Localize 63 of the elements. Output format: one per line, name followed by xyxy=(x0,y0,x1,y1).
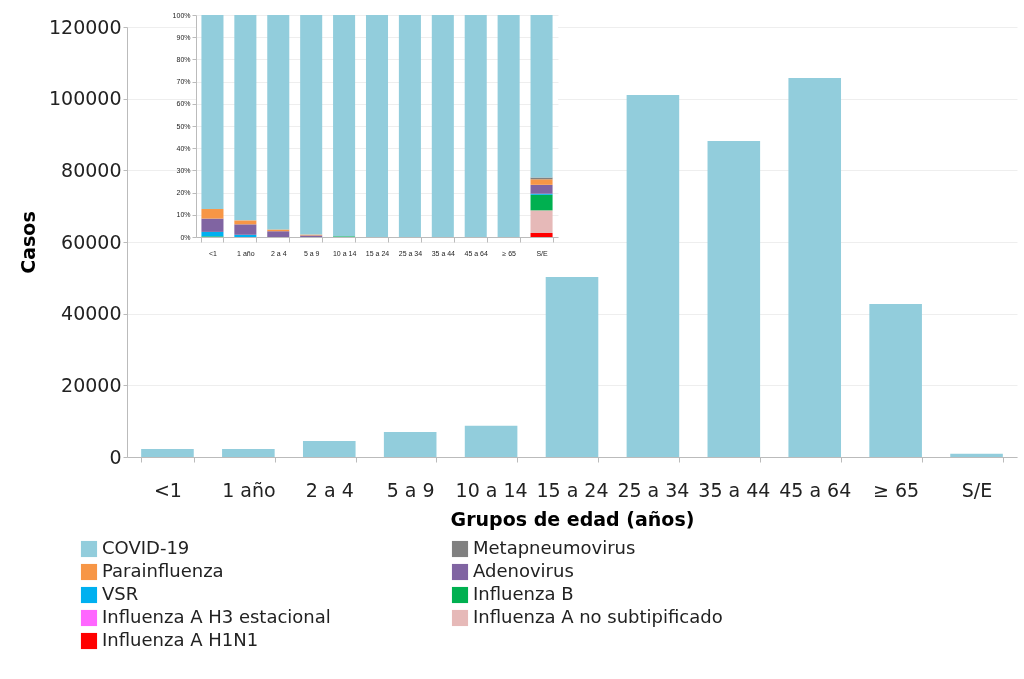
x-tick-label: 1 año xyxy=(222,478,276,501)
x-tick-label: 45 a 64 xyxy=(779,478,852,501)
x-tick-label: 35 a 44 xyxy=(698,478,771,501)
bar xyxy=(869,303,922,457)
bar xyxy=(201,231,224,237)
x-tick-label: S/E xyxy=(961,478,993,501)
bar xyxy=(545,277,599,457)
bar xyxy=(398,15,421,237)
y-tick-label: 60000 xyxy=(61,230,122,253)
bar xyxy=(464,15,487,237)
bar xyxy=(707,140,761,457)
bar xyxy=(141,449,194,457)
bar xyxy=(626,95,680,457)
y-tick-label: 20000 xyxy=(61,373,122,396)
legend-label: Influenza A H1N1 xyxy=(102,629,259,650)
legend-label: VSR xyxy=(102,583,139,604)
legend-label: Influenza B xyxy=(473,583,574,604)
legend-label: Influenza A no subtipificado xyxy=(473,606,723,627)
x-tick-label: 10 a 14 xyxy=(455,478,528,501)
bar xyxy=(431,15,454,237)
x-tick-label: 2 a 4 xyxy=(305,478,354,501)
y-tick-label: 40000 xyxy=(61,302,122,325)
bar xyxy=(201,218,224,232)
bar xyxy=(950,453,1003,457)
y-axis-title: Casos xyxy=(16,211,39,274)
bar xyxy=(788,77,842,457)
bar xyxy=(302,440,356,457)
legend-label: Adenovirus xyxy=(473,560,574,581)
y-tick-label: 80000 xyxy=(61,158,122,181)
y-tick-label: 0 xyxy=(109,445,122,468)
bar xyxy=(383,431,437,457)
x-tick-label: 15 a 24 xyxy=(536,478,609,501)
bar xyxy=(464,425,518,457)
x-tick-label: 5 a 9 xyxy=(386,478,435,501)
legend-label: Metapneumovirus xyxy=(473,537,636,558)
x-tick-label: <1 xyxy=(153,478,182,501)
bar xyxy=(530,194,553,211)
bar xyxy=(365,15,389,237)
legend-label: COVID-19 xyxy=(102,537,190,558)
bar xyxy=(234,224,257,235)
y-tick-label: 100000 xyxy=(48,87,122,110)
bar xyxy=(300,15,323,235)
legend-label: Parainfluenza xyxy=(102,560,224,581)
bar xyxy=(267,15,290,230)
bar xyxy=(530,233,553,237)
bar xyxy=(234,15,257,221)
bar xyxy=(530,184,553,194)
bar xyxy=(201,209,224,219)
y-tick-label: 120000 xyxy=(48,15,122,38)
legend-label: Influenza A H3 estacional xyxy=(102,606,331,627)
bar xyxy=(234,220,257,225)
bar xyxy=(530,210,553,233)
x-tick-label: 25 a 34 xyxy=(617,478,690,501)
bar xyxy=(201,15,224,210)
x-tick-label: ≥ 65 xyxy=(873,478,920,501)
bar xyxy=(222,449,275,457)
bar xyxy=(530,15,553,178)
bar xyxy=(497,15,520,237)
bar xyxy=(530,179,553,185)
x-axis-title: Grupos de edad (años) xyxy=(450,507,695,530)
bar xyxy=(333,15,356,237)
bar xyxy=(234,234,257,237)
bar xyxy=(267,231,290,237)
